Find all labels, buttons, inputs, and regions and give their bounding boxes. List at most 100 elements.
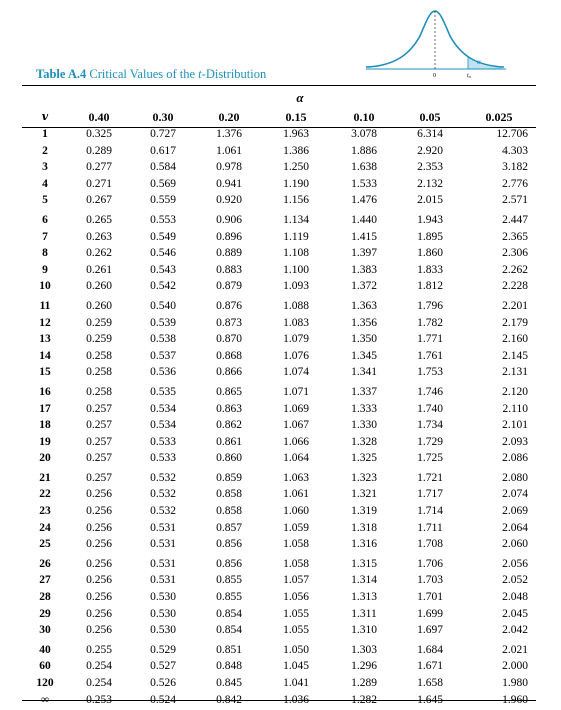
critical-value-cell: 2.447 [502, 213, 528, 226]
critical-value-cell: 2.353 [417, 161, 443, 174]
critical-value-cell: 1.061 [216, 144, 242, 157]
table-row: 9 0.261 0.543 0.883 1.100 1.383 1.833 2.262 [22, 262, 536, 279]
critical-value-cell: 1.963 [283, 128, 309, 140]
critical-value-cell: 0.876 [216, 299, 242, 312]
critical-value-cell: 0.549 [150, 230, 176, 243]
critical-value-cell: 1.315 [351, 557, 377, 570]
critical-value-cell: 0.534 [150, 419, 176, 432]
critical-value-cell: 3.182 [502, 161, 528, 174]
critical-value-cell: 0.543 [150, 263, 176, 276]
alpha-header: α [296, 90, 304, 105]
critical-value-cell: 0.526 [150, 677, 176, 689]
critical-value-cell: 4.303 [502, 144, 528, 157]
critical-value-cell: 1.476 [351, 194, 377, 207]
table-row: 20 0.257 0.533 0.860 1.064 1.325 1.725 2.086 [22, 450, 536, 467]
critical-value-cell: 0.530 [150, 607, 176, 620]
critical-value-cell: 1.812 [417, 280, 443, 293]
critical-value-cell: 0.842 [196, 692, 262, 709]
table-row: 7 0.263 0.549 0.896 1.119 1.415 1.895 2.365 [22, 229, 536, 246]
critical-value-cell: 0.868 [216, 349, 242, 362]
critical-value-cell: 0.569 [150, 177, 176, 190]
critical-value-cell: 0.906 [216, 213, 242, 226]
table-row: 16 0.258 0.535 0.865 1.071 1.337 1.746 2.120 [22, 381, 536, 401]
critical-value-cell: 0.257 [86, 419, 112, 432]
critical-value-cell: 0.260 [86, 280, 112, 293]
critical-value-cell: 0.257 [86, 471, 112, 484]
critical-value-cell: 1.341 [351, 366, 377, 379]
critical-value-cell: 2.145 [502, 349, 528, 362]
critical-value-cell: 2.021 [502, 643, 528, 656]
critical-value-cell: 1.055 [283, 624, 309, 637]
critical-value-cell: 0.256 [86, 591, 112, 604]
critical-value-cell: 0.255 [86, 643, 112, 656]
df-cell: 24 [39, 521, 51, 534]
critical-value-cell: 1.440 [351, 213, 377, 226]
zero-label: 0 [433, 73, 436, 79]
t-label: tα [467, 73, 472, 79]
df-cell: 27 [39, 574, 51, 587]
critical-value-cell: 1.383 [351, 263, 377, 276]
table-row: 4 0.271 0.569 0.941 1.190 1.533 2.132 2.776 [22, 176, 536, 193]
table-row: 40 0.255 0.529 0.851 1.050 1.303 1.684 2.021 [22, 639, 536, 659]
table-row: ∞0.2530.5240.8421.0361.2821.6451.960 [22, 692, 536, 709]
critical-value-cell: 0.271 [86, 177, 112, 190]
critical-value-cell: 0.535 [150, 385, 176, 398]
critical-value-cell: 1.771 [417, 333, 443, 346]
critical-value-cell: 0.889 [216, 247, 242, 260]
critical-value-cell: 1.833 [417, 263, 443, 276]
critical-value-cell: 0.256 [86, 607, 112, 620]
df-cell: 7 [42, 230, 48, 243]
critical-value-cell: 1.067 [283, 419, 309, 432]
df-cell: 25 [39, 538, 51, 551]
critical-value-cell: 1.337 [351, 385, 377, 398]
bottom-rule [22, 700, 536, 702]
critical-value-cell: 0.546 [150, 247, 176, 260]
critical-value-cell: 1.397 [351, 247, 377, 260]
critical-value-cell: 2.093 [502, 435, 528, 448]
critical-value-cell: 2.571 [502, 194, 528, 207]
critical-value-cell: 1.386 [283, 144, 309, 157]
critical-value-cell: 0.856 [216, 557, 242, 570]
critical-value-cell: 2.080 [502, 471, 528, 484]
df-cell: 10 [39, 280, 51, 293]
critical-value-cell: 2.365 [502, 230, 528, 243]
alpha-column-header: 0.30 [152, 110, 174, 124]
critical-value-cell: 0.540 [150, 299, 176, 312]
title-text-before: Critical Values of the [86, 67, 199, 81]
critical-value-cell: 1.740 [417, 402, 443, 415]
critical-value-cell: 0.851 [216, 643, 242, 656]
critical-value-cell: 1.980 [502, 677, 528, 689]
df-cell: 13 [39, 333, 51, 346]
alpha-column-header: 0.20 [218, 110, 240, 124]
critical-value-cell: 0.873 [216, 316, 242, 329]
df-cell: 19 [39, 435, 51, 448]
critical-value-cell: 0.861 [216, 435, 242, 448]
table-row: 24 0.256 0.531 0.857 1.059 1.318 1.711 2.064 [22, 520, 536, 537]
table-row: 8 0.262 0.546 0.889 1.108 1.397 1.860 2.306 [22, 245, 536, 262]
df-cell: 30 [39, 624, 51, 637]
critical-value-cell: 1.156 [283, 194, 309, 207]
critical-value-cell: 1.701 [417, 591, 443, 604]
critical-value-cell: 0.256 [86, 521, 112, 534]
t-distribution-figure: α 0 tα [365, 10, 506, 79]
critical-value-cell: 2.048 [502, 591, 528, 604]
critical-value-cell: 0.870 [216, 333, 242, 346]
critical-value-cell: 0.584 [150, 161, 176, 174]
table-row: 21 0.257 0.532 0.859 1.063 1.323 1.721 2.080 [22, 467, 536, 487]
table-row: 22 0.256 0.532 0.858 1.061 1.321 1.717 2.074 [22, 486, 536, 503]
critical-values-table: v 0.40 0.30 0.20 0.15 0.10 0.05 0.025 1 0.325 0.… [22, 108, 536, 708]
critical-value-cell: 0.533 [150, 435, 176, 448]
critical-value-cell: 1.316 [351, 538, 377, 551]
critical-value-cell: 1.645 [398, 692, 462, 709]
table-row: 12 0.259 0.539 0.873 1.083 1.356 1.782 2.179 [22, 315, 536, 332]
critical-value-cell: 2.069 [502, 505, 528, 518]
table-row: 5 0.267 0.559 0.920 1.156 1.476 2.015 2.571 [22, 192, 536, 209]
critical-value-cell: 0.858 [216, 488, 242, 501]
critical-value-cell: 0.896 [216, 230, 242, 243]
critical-value-cell: 1.372 [351, 280, 377, 293]
critical-value-cell: 2.131 [502, 366, 528, 379]
critical-value-cell: 2.064 [502, 521, 528, 534]
critical-value-cell: 0.859 [216, 471, 242, 484]
table-row: 26 0.256 0.531 0.856 1.058 1.315 1.706 2.056 [22, 553, 536, 573]
critical-value-cell: 0.256 [86, 624, 112, 637]
